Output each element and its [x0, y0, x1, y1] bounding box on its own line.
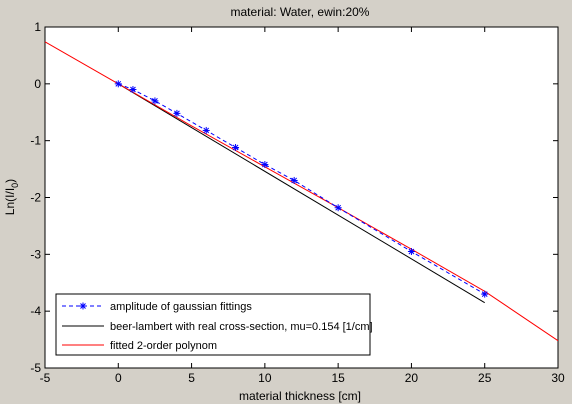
y-tick-label: -1 — [30, 134, 41, 148]
data-point — [129, 86, 137, 94]
data-point — [481, 290, 489, 298]
y-axis-label: Ln(I/I0) — [3, 179, 20, 215]
x-tick-label: -5 — [40, 371, 51, 385]
series-line-1 — [118, 83, 485, 304]
series-line-2 — [44, 41, 559, 342]
y-tick-label: 0 — [34, 77, 41, 91]
data-point — [232, 143, 240, 151]
x-tick-label: 30 — [551, 371, 565, 385]
x-tick-label: 20 — [405, 371, 419, 385]
data-point — [407, 247, 415, 255]
y-tick-label: 1 — [34, 20, 41, 34]
y-tick-label: -4 — [30, 304, 41, 318]
data-point — [202, 126, 210, 134]
y-tick-label: -2 — [30, 191, 41, 205]
legend-label-2: fitted 2-order polynom — [110, 340, 217, 352]
data-point — [114, 80, 122, 88]
y-axis-label-main: Ln(I/I — [3, 188, 17, 215]
x-tick-label: 25 — [478, 371, 492, 385]
legend-box — [55, 293, 371, 356]
data-point — [290, 176, 298, 184]
data-point — [151, 97, 159, 105]
series-layer — [44, 41, 559, 342]
chart-title: material: Water, ewin:20% — [231, 5, 370, 19]
x-tick-label: 10 — [258, 371, 272, 385]
legend-marker — [79, 302, 87, 310]
legend-label-0: amplitude of gaussian fittings — [110, 301, 252, 313]
y-tick-label: -3 — [30, 247, 41, 261]
data-point — [261, 161, 269, 169]
x-tick-label: 15 — [331, 371, 345, 385]
legend: amplitude of gaussian fittings beer-lambe… — [55, 293, 373, 356]
y-tick-label: -5 — [30, 361, 41, 375]
x-axis-label: material thickness [cm] — [239, 389, 361, 403]
svg-text:Ln(I/I0): Ln(I/I0) — [3, 179, 20, 215]
axis-ticks — [44, 26, 559, 369]
y-axis-label-tail: ) — [3, 179, 17, 183]
legend-label-1: beer-lambert with real cross-section, mu… — [110, 321, 373, 333]
x-tick-label: 5 — [188, 371, 195, 385]
tick-labels: -5 0 5 10 15 20 25 30 -5 -4 -3 -2 -1 0 1 — [30, 20, 565, 385]
y-axis-label-subscript: 0 — [10, 183, 20, 188]
data-point — [173, 109, 181, 117]
x-tick-label: 0 — [115, 371, 122, 385]
data-point — [334, 204, 342, 212]
